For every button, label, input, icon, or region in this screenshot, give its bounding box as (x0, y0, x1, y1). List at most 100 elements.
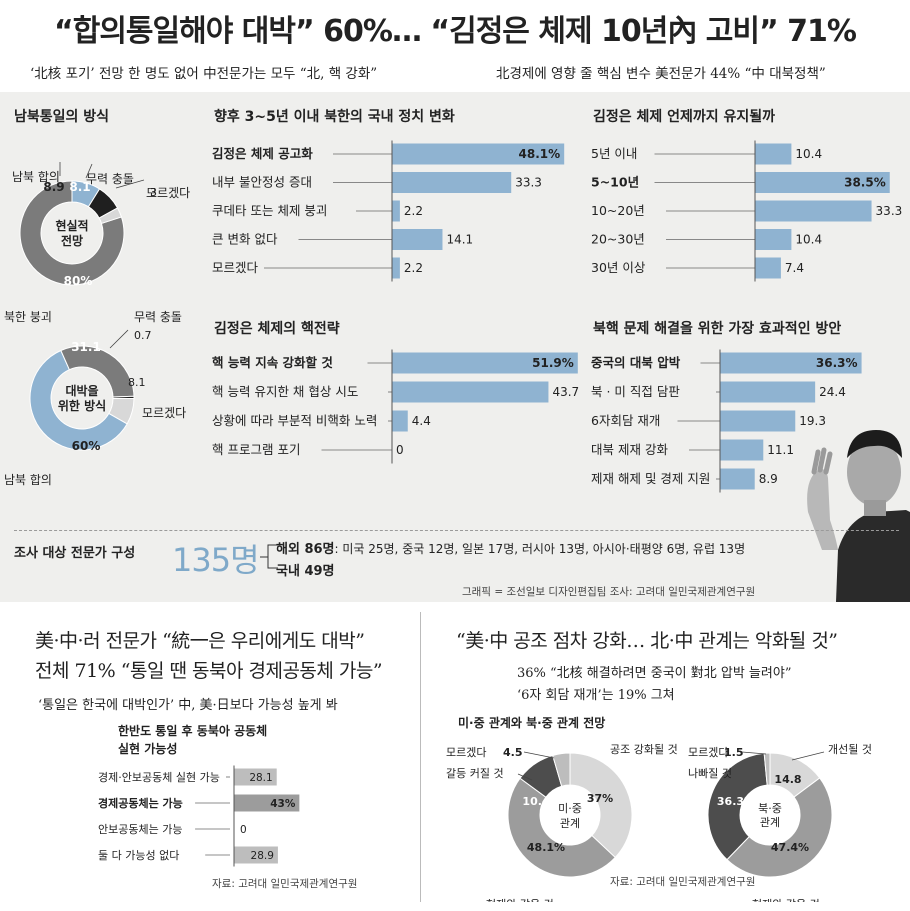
bar-value-label: 36.3% (816, 356, 858, 370)
subhead-right: 北경제에 영향 줄 핵심 변수 美전문가 44% “中 대북정책” (496, 66, 826, 82)
economic-community-title: 한반도 통일 후 동북아 공동체 실현 가능성 (118, 724, 268, 756)
donut-value-label: 14.8 (774, 773, 801, 786)
relations-donuts: 37% 공조 강화될 것 48.1% 현재와 같을 것 10.4 갈등 커질 것 모르겠다 4… (446, 742, 872, 902)
donut-slice (507, 777, 616, 878)
title-nuclear-strategy: 김정은 체제의 핵전략 (214, 321, 340, 337)
donut-leader-line (85, 163, 93, 179)
bar-label: 경제·안보공동체 실현 가능 (98, 771, 220, 784)
bar (392, 410, 408, 432)
bar-label: 쿠데타 또는 체제 붕괴 (212, 203, 327, 218)
bottom-left-source: 자료: 고려대 일민국제관계연구원 (212, 878, 358, 890)
bar (392, 143, 565, 165)
title-effective-solution: 북핵 문제 해결을 위한 가장 효과적인 방안 (593, 321, 842, 337)
donut-category-label: 무력 충돌 (134, 310, 182, 324)
donut-value-label: 1.5 (724, 746, 744, 759)
bar (392, 257, 400, 279)
bar (720, 468, 755, 490)
bottom-left-subhead: ‘통일은 한국에 대박인가’ 中, 美·日보다 가능성 높게 봐 (38, 698, 338, 713)
title-regime-duration: 김정은 체제 언제까지 유지될까 (593, 109, 776, 125)
donut-category-label: 현재와 같을 것 (486, 898, 554, 902)
bar-label: 핵 능력 유지한 채 협상 시도 (212, 384, 358, 399)
bar-label: 안보공동체는 가능 (98, 823, 182, 836)
main-headline: “합의통일해야 대박” 60%… “김정은 체제 10년內 고비” 71% (54, 14, 857, 49)
donut-value-label: 37% (587, 792, 613, 805)
donut-slice (108, 397, 135, 425)
bottom-right-subhead-2: ‘6자 회담 재개’는 19% 그쳐 (517, 688, 675, 703)
donut-value-label: 4.5 (503, 746, 523, 759)
donut-center-label: 전망 (61, 233, 83, 248)
bar-label: 내부 불안정성 증대 (212, 175, 312, 190)
donut-center-label: 관계 (560, 817, 580, 830)
bar-label: 제재 해제 및 경제 지원 (591, 471, 710, 486)
donut-slice (29, 349, 128, 451)
bar-label: 30년 이상 (591, 260, 646, 275)
donut-slice (569, 752, 633, 859)
donut-category-label: 무력 충돌 (86, 172, 134, 186)
bar-value-label: 8.9 (759, 472, 778, 486)
donut-category-label: 공조 강화될 것 (610, 742, 678, 756)
donut-slice (19, 180, 125, 286)
donut-category-label: 현재와 같을 것 (752, 898, 820, 902)
bar-label: 핵 프로그램 포기 (212, 442, 300, 457)
bar-value-label: 24.4 (819, 385, 846, 399)
bar (234, 794, 300, 812)
bar-value-label: 48.1% (519, 147, 561, 161)
donut-value-label: 10.4 (522, 795, 549, 808)
survey-divider (14, 530, 899, 531)
donut-category-label: 모르겠다 (688, 746, 728, 759)
bar (720, 410, 796, 432)
bottom-left-headline-2: 전체 71% “통일 땐 동북아 경제공동체 가능” (35, 660, 383, 682)
bar-value-label: 38.5% (844, 176, 886, 190)
bar (755, 229, 792, 250)
donut-leader-line (115, 179, 145, 189)
bar-label: 핵 능력 지속 강화할 것 (212, 355, 333, 370)
bar-label: 상황에 따라 부분적 비핵화 노력 (212, 413, 377, 428)
bars-domestic-politics: 김정은 체제 공고화 48.1% 내부 불안정성 증대 33.3 쿠데타 또는 체제 붕… (212, 140, 565, 282)
column-divider (420, 612, 421, 902)
bar-value-label: 0 (240, 824, 247, 836)
bar-value-label: 28.1 (249, 772, 272, 784)
bars-effective-solution: 중국의 대북 압박 36.3% 북 · 미 직접 담판 24.4 6자회담 재개 19.3… (591, 349, 862, 493)
bar-value-label: 43.7 (552, 385, 579, 399)
bar (755, 257, 781, 279)
bar-label: 5년 이내 (591, 146, 637, 161)
donut-center-label: 현실적 (55, 218, 88, 233)
bar-label: 북 · 미 직접 담판 (591, 384, 680, 399)
bar (720, 352, 862, 374)
donut-slice (552, 752, 571, 787)
donut-value-label: 3 (150, 186, 157, 199)
bar (234, 768, 277, 786)
donut-value-label: 60% (72, 439, 101, 453)
title-reunification-method: 남북통일의 방식 (14, 109, 110, 125)
donut-slice (98, 207, 123, 225)
survey-overseas-row: 해외 86명: 미국 25명, 중국 12명, 일본 17명, 러시아 13명,… (276, 538, 745, 557)
bottom-right-source: 자료: 고려대 일민국제관계연구원 (610, 876, 756, 888)
bars-nuclear-strategy: 핵 능력 지속 강화할 것 51.9% 핵 능력 유지한 채 협상 시도 43.7 상황… (212, 349, 579, 464)
bar (392, 229, 443, 250)
donut-value-label: 8.9 (43, 180, 64, 194)
donut-center-label: 미·중 (558, 802, 582, 815)
donut-slice (763, 752, 771, 786)
bar-value-label: 11.1 (767, 443, 794, 457)
donut-value-label: 0.7 (134, 329, 152, 342)
survey-bracket (260, 544, 278, 569)
bar-label: 6자회담 재개 (591, 413, 660, 428)
bar-value-label: 4.4 (412, 414, 431, 428)
donut-category-label: 북한 붕괴 (4, 310, 52, 324)
donut-leader-line (523, 751, 555, 759)
donut-nk-china-relations: 14.8 개선될 것 47.4% 현재와 같을 것 36.3% 나빠질 것 모르겠다북·중관… (688, 742, 872, 902)
bar-label: 10~20년 (591, 203, 645, 218)
donut-category-label: 개선될 것 (828, 742, 872, 756)
survey-label: 조사 대상 전문가 구성 (14, 546, 136, 561)
donut-center-label: 대박을 (65, 383, 98, 398)
donut-leader-line (741, 751, 767, 755)
bar-value-label: 28.9 (251, 850, 274, 862)
bar-label: 20~30년 (591, 232, 645, 247)
survey-overseas-detail: : 미국 25명, 중국 12명, 일본 17명, 러시아 13명, 아시아·태… (334, 542, 746, 556)
donut-us-china-relations: 37% 공조 강화될 것 48.1% 현재와 같을 것 10.4 갈등 커질 것 모르겠다 4… (446, 742, 678, 902)
bar (392, 200, 400, 222)
bar-value-label: 33.3 (876, 204, 903, 218)
